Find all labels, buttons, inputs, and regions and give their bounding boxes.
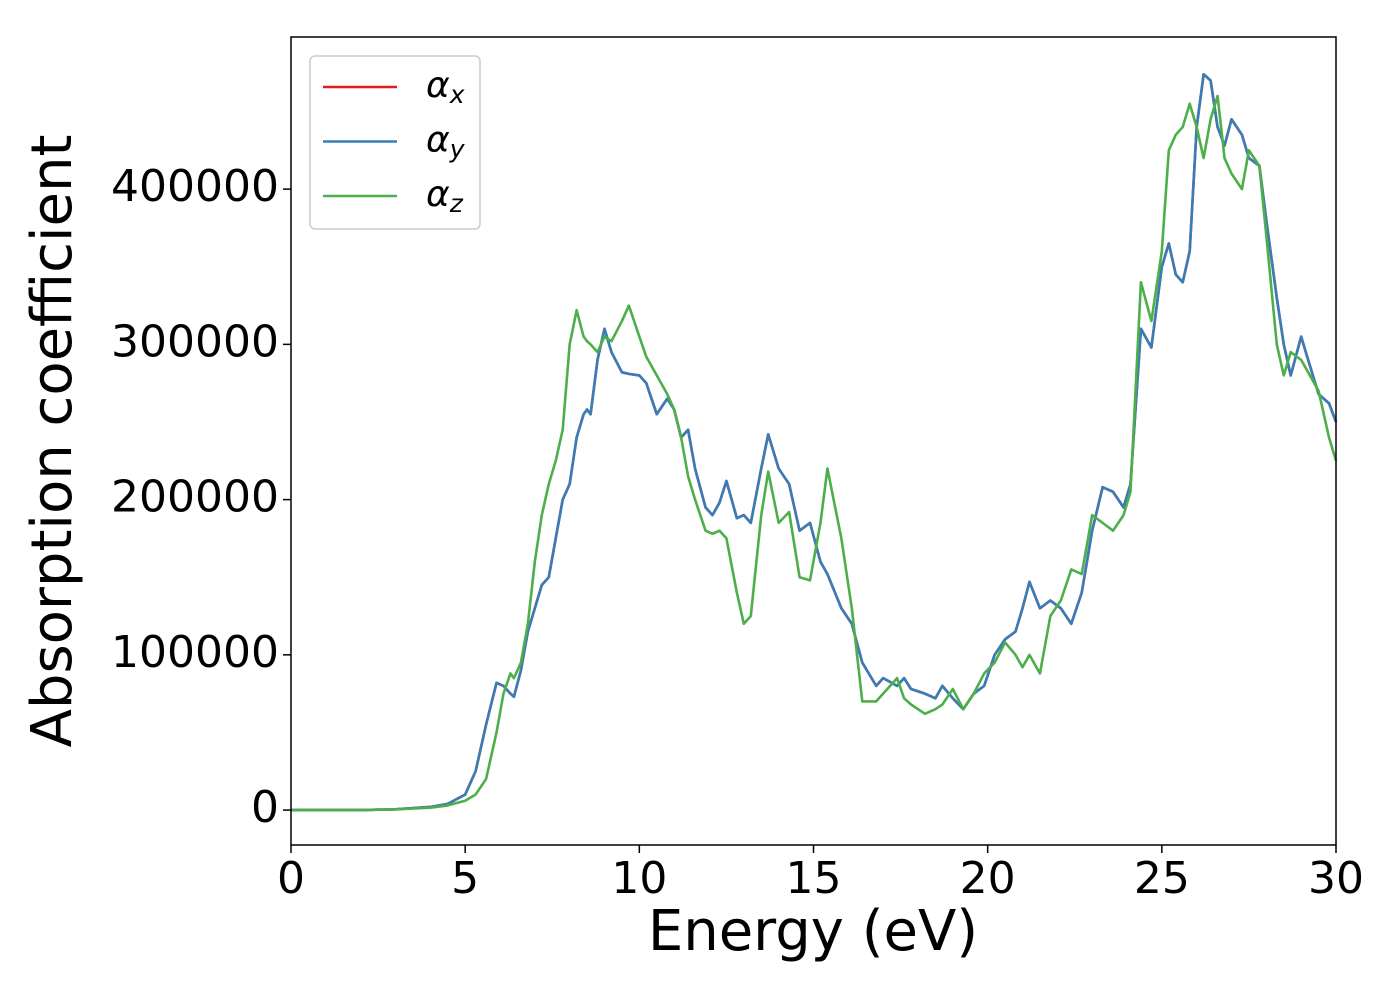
y-tick-label: 400000 [111, 161, 279, 212]
x-axis-label: Energy (eV) [648, 899, 978, 964]
series-line [291, 72, 1338, 812]
legend-label: αx [426, 65, 465, 109]
series-line [291, 94, 1338, 812]
x-tick-label: 30 [1308, 853, 1364, 904]
x-tick-label: 20 [960, 853, 1016, 904]
y-tick-label: 100000 [111, 627, 279, 678]
x-tick-label: 15 [786, 853, 842, 904]
x-tick-label: 0 [277, 853, 305, 904]
legend: αx αy αz [309, 55, 481, 230]
x-tick-label: 25 [1134, 853, 1190, 904]
y-tick-label: 300000 [111, 316, 279, 367]
y-axis-label: Absorption coefficient [20, 135, 85, 748]
y-tick-label: 0 [251, 782, 279, 833]
plot-frame [290, 36, 1337, 846]
x-tick-label: 10 [611, 853, 667, 904]
x-tick-label: 5 [451, 853, 479, 904]
legend-label: αz [426, 174, 464, 218]
y-tick-label: 200000 [111, 472, 279, 523]
legend-label: αy [426, 120, 466, 164]
